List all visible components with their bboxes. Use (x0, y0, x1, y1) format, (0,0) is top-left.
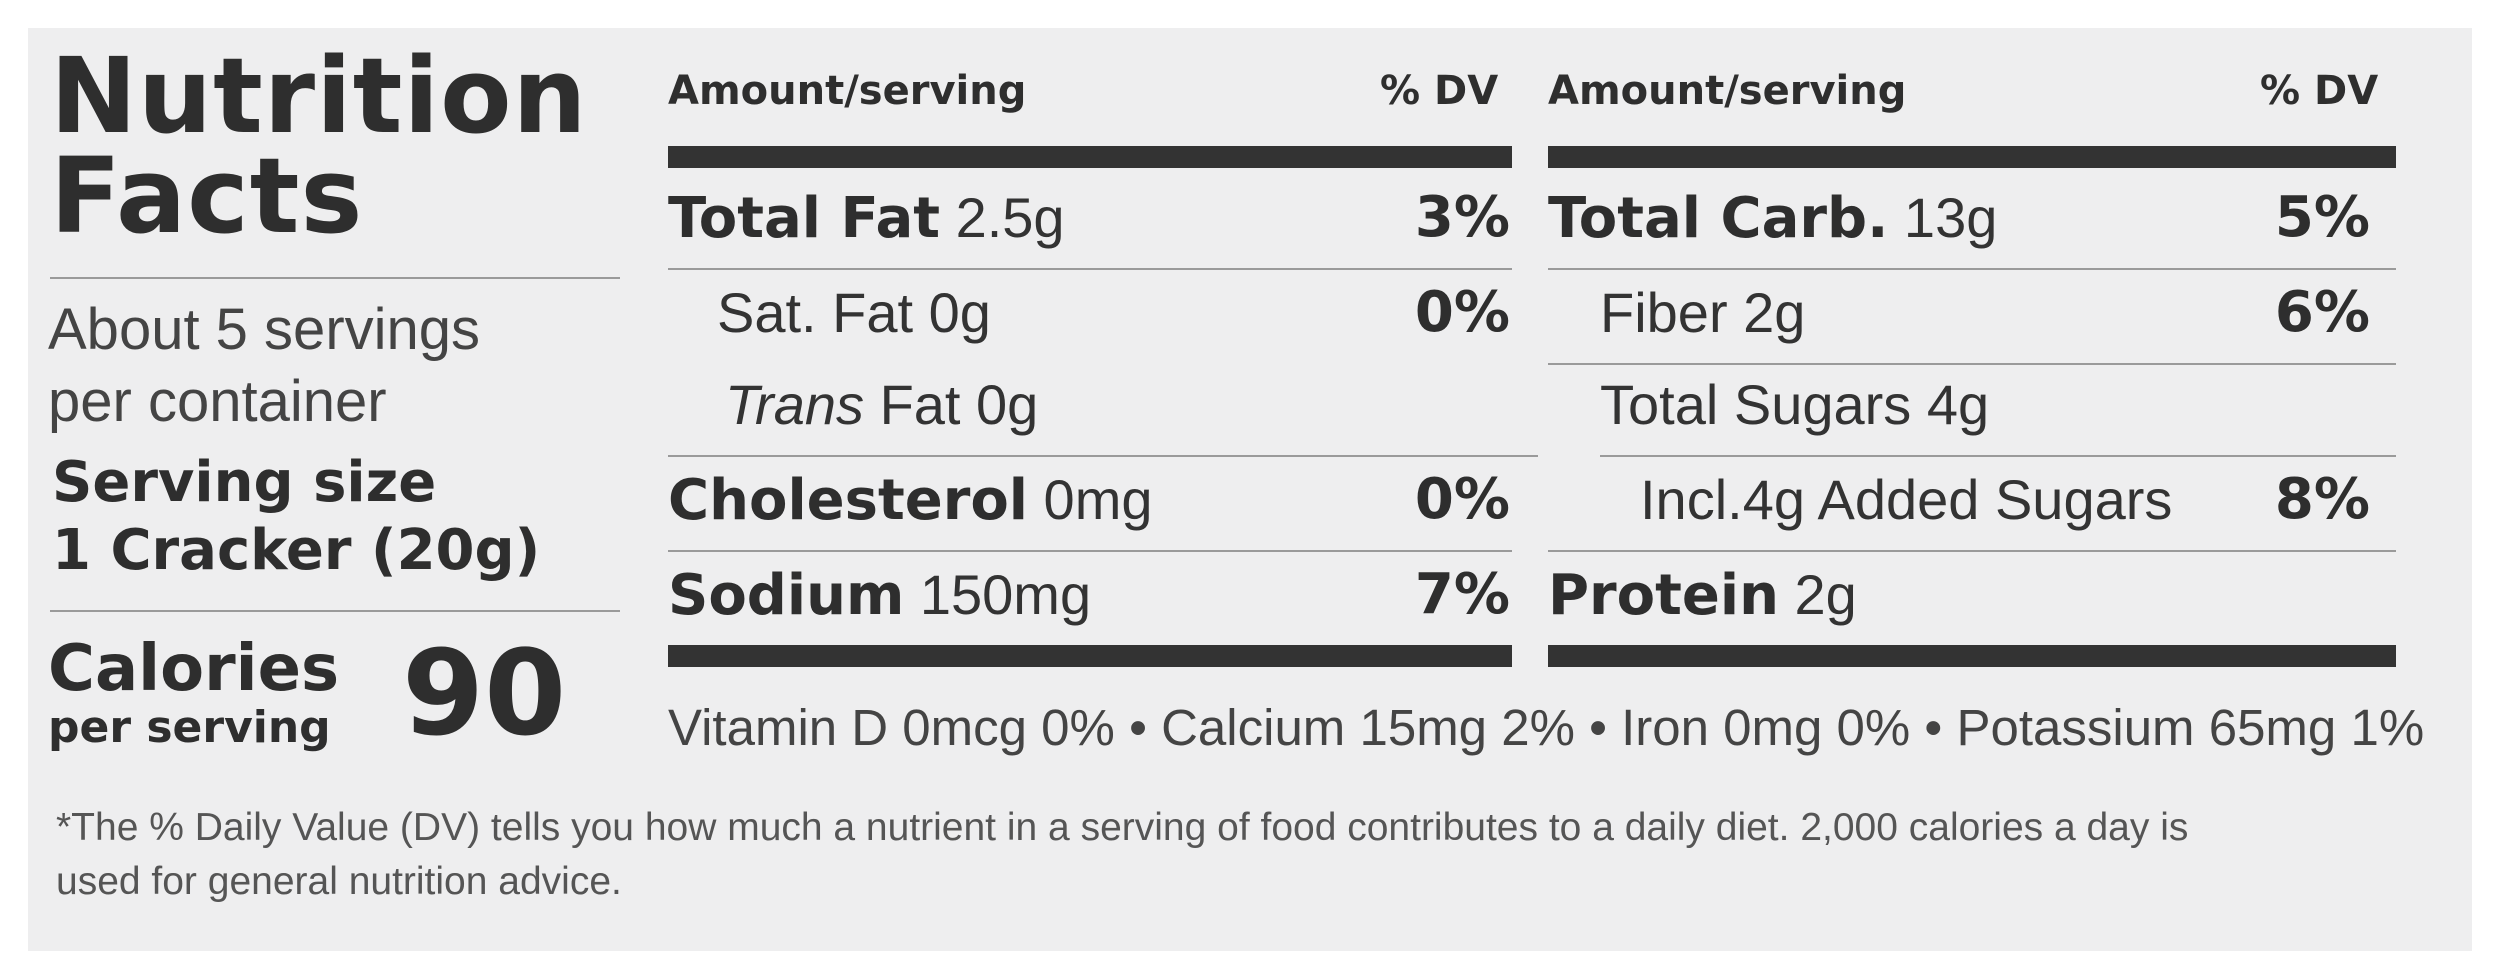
nutrient-name: Protein (1548, 563, 1779, 628)
nutrient-name: Incl.4g Added Sugars (1640, 468, 2173, 531)
nutrient-name: Trans (725, 373, 864, 436)
nutrient-amount: 2.5g (955, 186, 1065, 249)
header-amount: Amount/serving (1548, 68, 1907, 114)
row-trans-fat: Trans Fat 0g (725, 372, 1038, 437)
nutrient-amount: 2g (1743, 281, 1806, 344)
nutrient-name: Fiber (1600, 281, 1728, 344)
row-total-sugars: Total Sugars 4g (1600, 372, 1989, 437)
vitamins-minerals: Vitamin D 0mcg 0% • Calcium 15mg 2% • Ir… (668, 699, 2425, 756)
title-nutrition: Nutrition (50, 35, 588, 157)
dv-total-carb: 5% (2274, 185, 2370, 250)
nutrient-name: Total Fat (668, 186, 941, 251)
divider (668, 455, 1538, 457)
divider (50, 277, 620, 279)
serving-size-value: 1 Cracker (20g) (52, 518, 541, 583)
calories-sub: per serving (48, 702, 331, 753)
divider (50, 610, 620, 612)
thick-rule (668, 645, 1512, 667)
nutrient-name: Sat. Fat (717, 281, 914, 344)
dv-fiber: 6% (2274, 280, 2370, 345)
serving-size-label: Serving size (52, 450, 437, 515)
nutrient-name: Sodium (668, 563, 905, 628)
row-protein: Protein 2g (1548, 562, 1857, 628)
nutrient-name: Total Carb. (1548, 186, 1889, 251)
header-dv: % DV (1380, 68, 1499, 114)
footnote-line-2: used for general nutrition advice. (56, 860, 622, 903)
row-cholesterol: Cholesterol 0mg (668, 467, 1152, 533)
dv-sodium: 7% (1414, 562, 1510, 627)
divider (1600, 455, 2396, 457)
divider (668, 268, 1512, 270)
divider (1548, 550, 2396, 552)
row-total-fat: Total Fat 2.5g (668, 185, 1065, 251)
dv-sat-fat: 0% (1414, 280, 1510, 345)
nutrient-amount: 0mg (1043, 468, 1153, 531)
dv-total-fat: 3% (1414, 185, 1510, 250)
thick-rule (1548, 645, 2396, 667)
row-sat-fat: Sat. Fat 0g (717, 280, 991, 345)
row-added-sugars: Incl.4g Added Sugars (1640, 467, 2172, 532)
nutrient-amount: 4g (1926, 373, 1990, 436)
row-sodium: Sodium 150mg (668, 562, 1091, 628)
divider (1548, 268, 2396, 270)
nutrient-name: Total Sugars (1600, 373, 1912, 436)
servings-per-container-2: per container (48, 369, 387, 434)
header-dv: % DV (2260, 68, 2379, 114)
dv-added-sugars: 8% (2274, 467, 2370, 532)
thick-rule (668, 146, 1512, 168)
calories-value: 90 (402, 624, 567, 762)
nutrition-facts-label (28, 28, 2472, 951)
servings-per-container: About 5 servings (48, 297, 481, 362)
nutrient-amount: 150mg (919, 563, 1092, 626)
nutrient-amount: 13g (1903, 186, 1998, 249)
title-facts: Facts (50, 135, 364, 257)
dv-cholesterol: 0% (1414, 467, 1510, 532)
row-fiber: Fiber 2g (1600, 280, 1805, 345)
nutrient-amount: Fat 0g (879, 373, 1039, 436)
calories-label: Calories (48, 632, 340, 706)
header-amount: Amount/serving (668, 68, 1027, 114)
thick-rule (1548, 146, 2396, 168)
nutrient-name: Cholesterol (668, 468, 1028, 533)
footnote-line-1: *The % Daily Value (DV) tells you how mu… (56, 806, 2189, 849)
row-total-carb: Total Carb. 13g (1548, 185, 1997, 251)
nutrient-amount: 2g (1794, 563, 1857, 626)
nutrient-amount: 0g (928, 281, 991, 344)
divider (668, 550, 1512, 552)
divider (1548, 363, 2396, 365)
